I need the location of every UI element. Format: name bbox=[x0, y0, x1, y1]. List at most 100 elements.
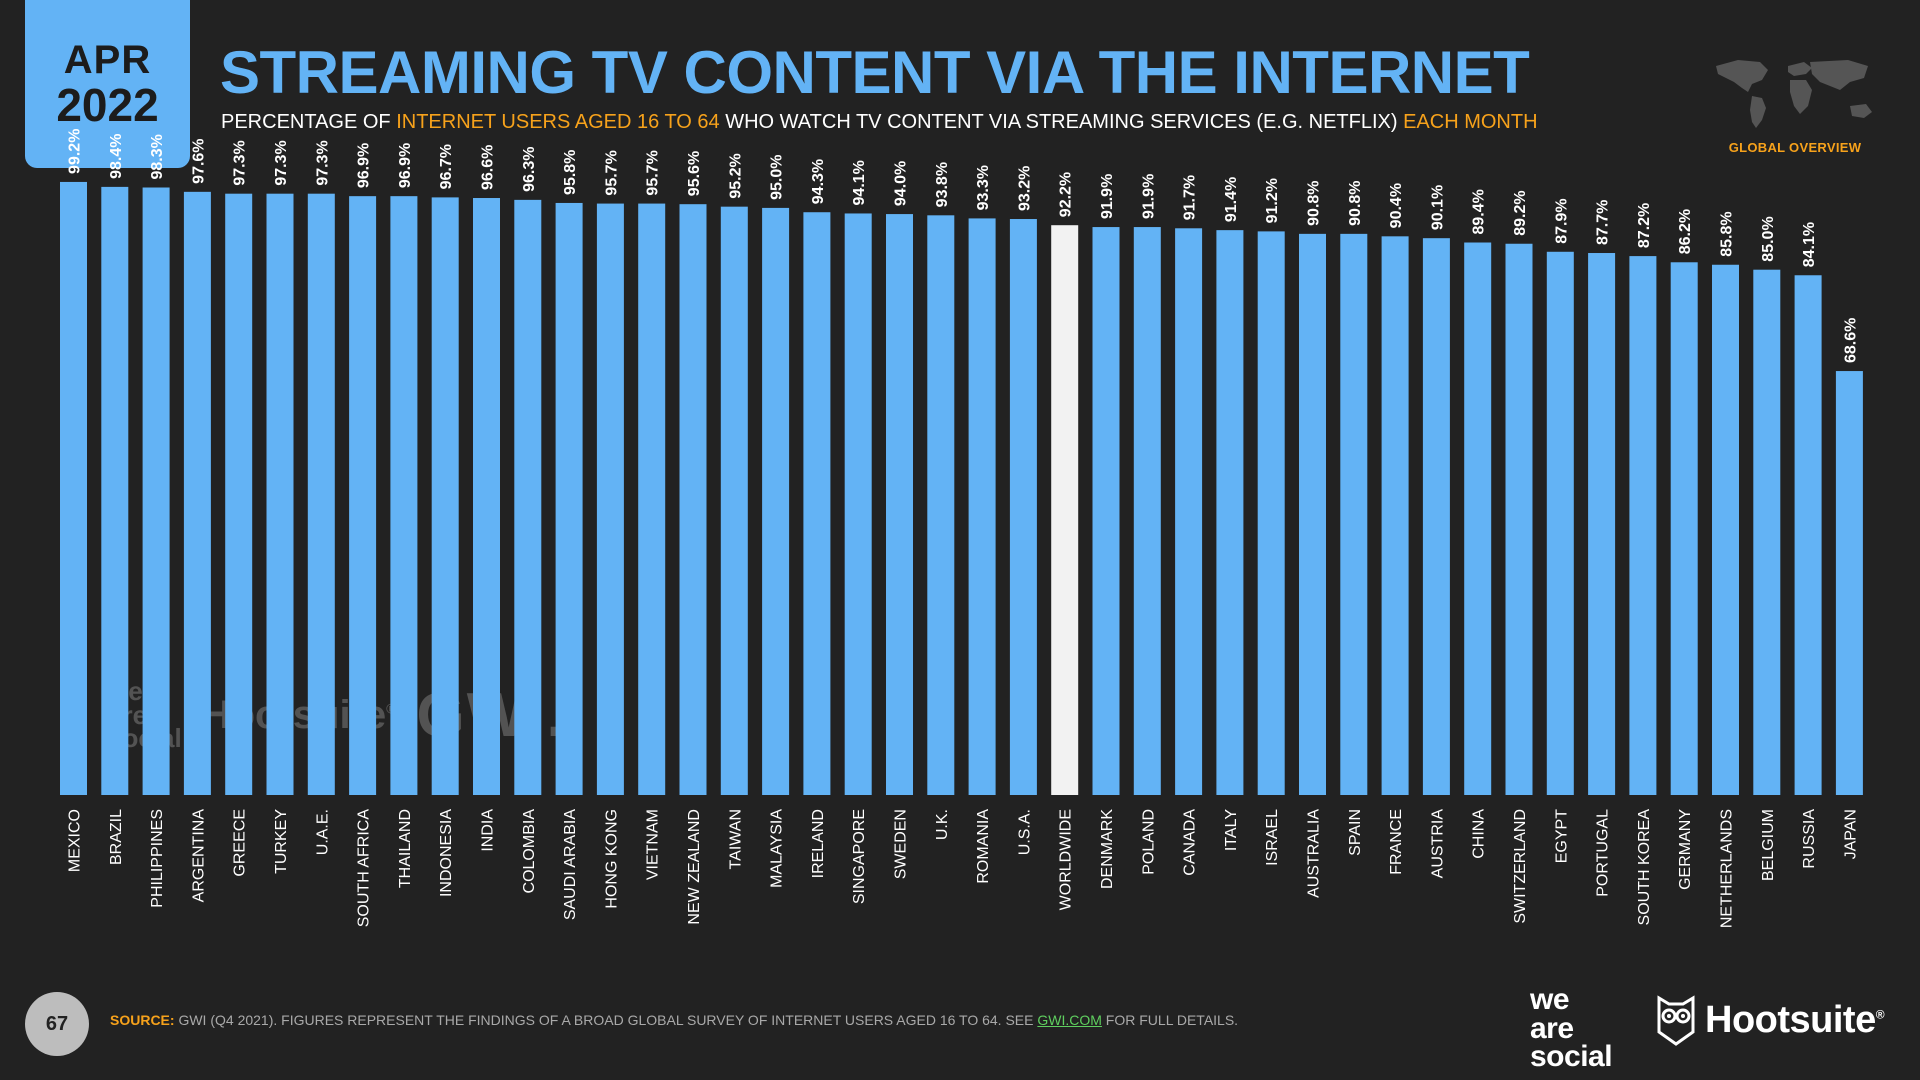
bar-ireland bbox=[803, 212, 831, 795]
value-label-china: 89.4% bbox=[1471, 189, 1488, 234]
category-label-france: FRANCE bbox=[1388, 809, 1405, 875]
world-map-icon bbox=[1716, 60, 1872, 128]
bar-brazil bbox=[101, 186, 129, 795]
value-label-japan: 68.6% bbox=[1842, 318, 1859, 363]
owl-icon bbox=[1657, 995, 1695, 1046]
category-label-greece: GREECE bbox=[232, 809, 249, 877]
category-label-italy: ITALY bbox=[1223, 809, 1240, 851]
subtitle-part-1: PERCENTAGE OF bbox=[221, 111, 397, 133]
bar-spain bbox=[1340, 233, 1368, 795]
bar-mexico bbox=[60, 181, 87, 796]
value-label-austria: 90.1% bbox=[1429, 185, 1446, 230]
value-label-saudi-arabia: 95.8% bbox=[562, 150, 579, 195]
subtitle-highlight-frequency: EACH MONTH bbox=[1403, 111, 1538, 133]
value-label-india: 96.6% bbox=[480, 145, 497, 190]
value-label-u-k: 93.8% bbox=[934, 162, 951, 207]
value-label-indonesia: 96.7% bbox=[438, 144, 455, 189]
value-label-mexico: 99.2% bbox=[67, 129, 84, 174]
source-label: SOURCE: bbox=[110, 1012, 175, 1028]
category-label-canada: CANADA bbox=[1182, 809, 1199, 876]
region-label: GLOBAL OVERVIEW bbox=[1728, 140, 1862, 155]
category-label-indonesia: INDONESIA bbox=[438, 809, 455, 897]
category-label-netherlands: NETHERLANDS bbox=[1719, 809, 1736, 928]
bar-u-a-e bbox=[307, 193, 335, 795]
hootsuite-wordmark: Hootsuite® bbox=[1705, 998, 1885, 1041]
category-label-thailand: THAILAND bbox=[397, 809, 414, 888]
value-label-netherlands: 85.8% bbox=[1719, 211, 1736, 256]
bar-switzerland bbox=[1505, 243, 1533, 795]
value-label-hong-kong: 95.7% bbox=[603, 150, 620, 195]
category-label-u-k: U.K. bbox=[934, 809, 951, 840]
value-label-south-korea: 87.2% bbox=[1636, 203, 1653, 248]
category-label-brazil: BRAZIL bbox=[108, 809, 125, 865]
value-label-romania: 93.3% bbox=[975, 165, 992, 210]
bar-romania bbox=[968, 218, 996, 795]
bar-new-zealand bbox=[679, 204, 707, 795]
bar-philippines bbox=[142, 187, 170, 796]
category-label-russia: RUSSIA bbox=[1801, 809, 1818, 869]
value-label-malaysia: 95.0% bbox=[769, 155, 786, 200]
category-label-austria: AUSTRIA bbox=[1429, 809, 1446, 879]
category-label-malaysia: MALAYSIA bbox=[769, 809, 786, 888]
bar-india bbox=[473, 198, 500, 796]
date-year: 2022 bbox=[56, 78, 159, 131]
bar-australia bbox=[1299, 233, 1326, 795]
value-label-israel: 91.2% bbox=[1264, 178, 1281, 223]
value-label-switzerland: 89.2% bbox=[1512, 190, 1529, 235]
bar-germany bbox=[1670, 262, 1698, 795]
value-label-ireland: 94.3% bbox=[810, 159, 827, 204]
category-label-egypt: EGYPT bbox=[1553, 809, 1570, 863]
bar-sweden bbox=[886, 214, 913, 795]
category-label-sweden: SWEDEN bbox=[893, 809, 910, 879]
category-label-japan: JAPAN bbox=[1842, 809, 1859, 859]
category-label-switzerland: SWITZERLAND bbox=[1512, 809, 1529, 924]
bar-denmark bbox=[1092, 227, 1120, 796]
source-link[interactable]: GWI.COM bbox=[1037, 1012, 1102, 1028]
category-label-belgium: BELGIUM bbox=[1760, 809, 1777, 881]
bar-israel bbox=[1257, 231, 1285, 795]
category-label-philippines: PHILIPPINES bbox=[149, 809, 166, 908]
category-label-u-s-a: U.S.A. bbox=[1016, 809, 1033, 855]
category-label-vietnam: VIETNAM bbox=[645, 809, 662, 880]
bar-malaysia bbox=[762, 207, 790, 795]
category-label-spain: SPAIN bbox=[1347, 809, 1364, 856]
category-label-south-korea: SOUTH KOREA bbox=[1636, 809, 1653, 926]
value-label-new-zealand: 95.6% bbox=[686, 151, 703, 196]
category-label-romania: ROMANIA bbox=[975, 809, 992, 884]
value-label-colombia: 96.3% bbox=[521, 146, 538, 191]
category-label-turkey: TURKEY bbox=[273, 809, 290, 874]
category-label-singapore: SINGAPORE bbox=[851, 809, 868, 904]
category-label-israel: ISRAEL bbox=[1264, 809, 1281, 866]
value-label-australia: 90.8% bbox=[1306, 180, 1323, 225]
value-label-russia: 84.1% bbox=[1801, 222, 1818, 267]
source-tail: FOR FULL DETAILS. bbox=[1101, 1012, 1239, 1028]
value-label-denmark: 91.9% bbox=[1099, 174, 1116, 219]
value-label-poland: 91.9% bbox=[1140, 174, 1157, 219]
bar-indonesia bbox=[431, 197, 459, 796]
page-number: 67 bbox=[25, 992, 89, 1056]
bar-austria bbox=[1422, 238, 1450, 795]
category-label-india: INDIA bbox=[480, 809, 497, 852]
bar-south-korea bbox=[1629, 256, 1657, 795]
date-month: APR bbox=[63, 37, 152, 82]
value-label-taiwan: 95.2% bbox=[727, 153, 744, 198]
subtitle-part-3: WHO WATCH TV CONTENT VIA STREAMING SERVI… bbox=[719, 111, 1404, 133]
value-label-u-s-a: 93.2% bbox=[1016, 166, 1033, 211]
bar-greece bbox=[225, 193, 253, 795]
bar-colombia bbox=[514, 199, 542, 796]
category-label-u-a-e: U.A.E. bbox=[314, 809, 331, 855]
value-label-germany: 86.2% bbox=[1677, 209, 1694, 254]
bar-u-k bbox=[927, 215, 955, 796]
value-label-portugal: 87.7% bbox=[1595, 200, 1612, 245]
category-label-colombia: COLOMBIA bbox=[521, 809, 538, 894]
category-label-ireland: IRELAND bbox=[810, 809, 827, 878]
category-label-saudi-arabia: SAUDI ARABIA bbox=[562, 809, 579, 920]
bar-china bbox=[1464, 242, 1492, 795]
source-note: SOURCE: GWI (Q4 2021). FIGURES REPRESENT… bbox=[110, 1012, 1238, 1028]
category-label-denmark: DENMARK bbox=[1099, 809, 1116, 889]
bar-worldwide bbox=[1051, 225, 1079, 796]
value-label-thailand: 96.9% bbox=[397, 143, 414, 188]
value-label-philippines: 98.3% bbox=[149, 134, 166, 179]
category-label-argentina: ARGENTINA bbox=[190, 809, 207, 903]
